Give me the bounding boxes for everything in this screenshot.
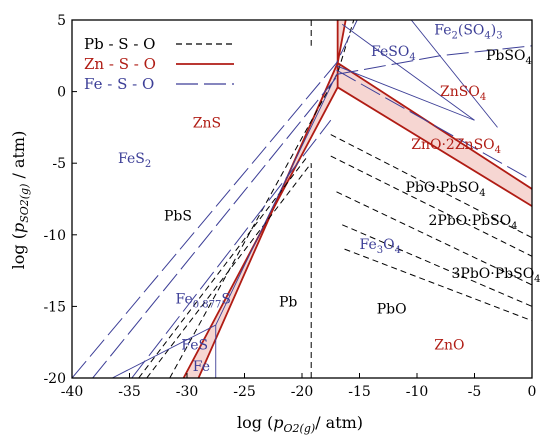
- region-label: PbS: [164, 208, 192, 224]
- pb-boundary-line: [336, 191, 532, 286]
- zn-band: [183, 62, 532, 378]
- fe-boundary-line: [336, 65, 475, 121]
- region-label: PbSO4: [486, 48, 532, 67]
- y-tick-label: -15: [43, 299, 66, 315]
- pb-boundary-line: [344, 248, 532, 322]
- x-axis-label: log (pO2(g)/ atm): [237, 413, 363, 435]
- region-label: 2PbO·PbSO4: [429, 213, 518, 232]
- pb-boundary-line: [169, 20, 355, 378]
- region-label: ZnO: [434, 337, 464, 353]
- y-tick-label: 0: [57, 85, 66, 101]
- region-label: PbO: [377, 302, 407, 318]
- region-label: 3PbO·PbSO4: [452, 266, 541, 285]
- region-label: ZnO·2ZnSO4: [411, 137, 501, 156]
- pb-boundary-line: [146, 162, 312, 378]
- region-label: Fe3O4: [360, 237, 401, 256]
- y-axis-label: log (pSO2(g) / atm): [9, 131, 31, 270]
- zn-boundary-line: [336, 20, 347, 64]
- legend-entry-label: Zn - S - O: [84, 55, 156, 73]
- fe-boundary-line: [72, 20, 358, 378]
- x-tick-label: -15: [348, 384, 371, 400]
- x-tick-label: -40: [61, 384, 84, 400]
- y-tick-label: -20: [43, 371, 66, 387]
- fe-boundary-line: [336, 45, 532, 75]
- fe-boundary-line: [410, 20, 498, 128]
- fe-boundary-line: [341, 23, 475, 121]
- pb-boundary-line: [342, 224, 532, 307]
- x-tick-label: 0: [528, 384, 537, 400]
- x-tick-label: -30: [176, 384, 199, 400]
- legend-entry-label: Pb - S - O: [84, 35, 155, 53]
- fe-boundary-line: [131, 119, 332, 378]
- plot-frame: [71, 19, 533, 379]
- y-tick-label: -5: [52, 156, 66, 172]
- x-tick-label: -5: [468, 384, 482, 400]
- region-label: FeS2: [118, 151, 151, 170]
- x-tick-label: -35: [118, 384, 141, 400]
- legend-entry-label: Fe - S - O: [84, 75, 154, 93]
- y-tick-label: 5: [57, 13, 66, 29]
- region-label: Pb: [279, 294, 297, 310]
- region-label: Fe: [193, 359, 210, 375]
- x-tick-label: -20: [291, 384, 314, 400]
- region-label: Fe2(SO4)3: [434, 22, 502, 41]
- fe-boundary-line: [92, 76, 337, 378]
- zn-band-top: [337, 20, 346, 88]
- zn-boundary-line: [182, 86, 532, 378]
- region-label: ZnSO4: [440, 84, 486, 103]
- pb-boundary-line: [330, 134, 532, 239]
- fe-boundary-line: [112, 74, 337, 378]
- region-label: FeSO4: [371, 44, 416, 63]
- region-label: PbO·PbSO4: [406, 180, 486, 199]
- x-tick-label: -10: [406, 384, 429, 400]
- pb-boundary-line: [330, 155, 532, 257]
- x-tick-label: -25: [233, 384, 256, 400]
- fe-boundary-line: [336, 69, 532, 181]
- legend: Pb - S - O Zn - S - O Fe - S - O: [84, 35, 234, 93]
- region-label: FeS: [181, 337, 208, 353]
- region-label: ZnS: [193, 115, 221, 131]
- y-tick-label: -10: [43, 228, 66, 244]
